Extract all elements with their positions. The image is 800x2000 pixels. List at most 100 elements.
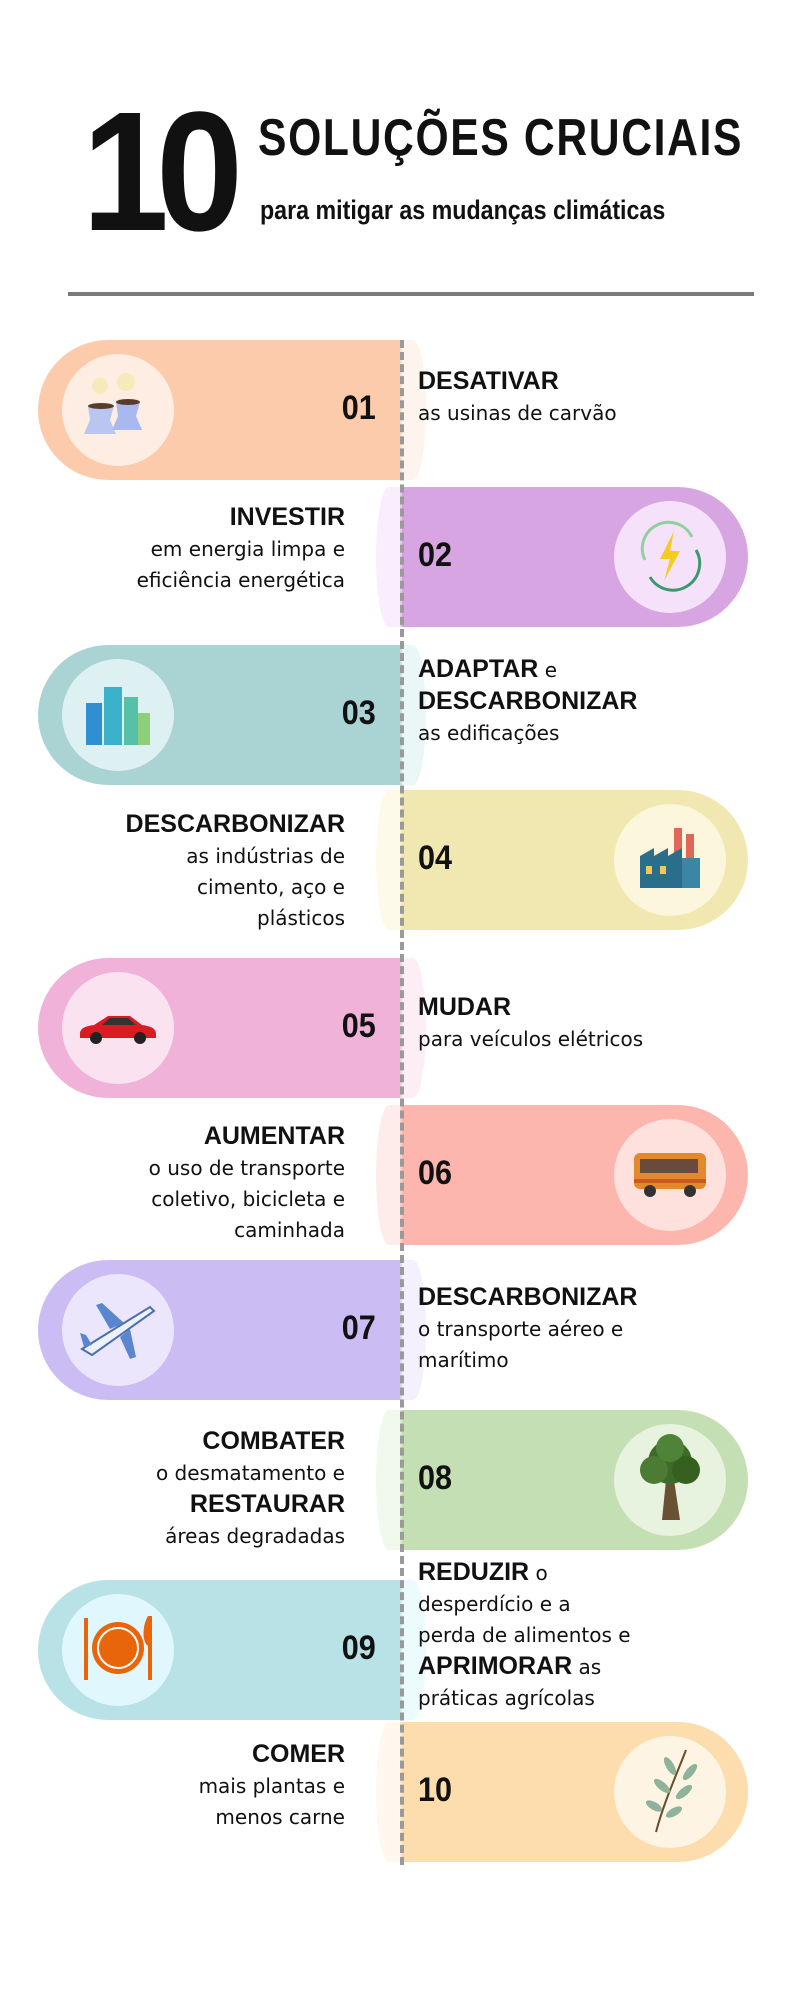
description-text: as indústrias de [186, 844, 345, 868]
text-line: RESTAURAR [156, 1489, 345, 1521]
text-line: DESCARBONIZAR [126, 809, 345, 841]
action-keyword: COMBATER [202, 1427, 345, 1455]
airplane-icon [76, 1293, 160, 1367]
solution-text-10: COMER mais plantas e menos carne [199, 1739, 345, 1833]
text-line: ADAPTAR e [418, 654, 637, 686]
description-text: mais plantas e [198, 1774, 345, 1798]
action-keyword: RESTAURAR [189, 1490, 345, 1518]
tree-icon [630, 1430, 710, 1530]
solution-card-03: 03 [38, 645, 426, 785]
action-keyword: DESCARBONIZAR [418, 687, 638, 715]
text-line: eficiência energética [137, 565, 345, 596]
description-text: e [538, 658, 558, 682]
cooling-towers-icon [78, 368, 158, 452]
solution-text-02: INVESTIR em energia limpa e eficiência ene… [137, 502, 345, 596]
action-keyword: REDUZIR [418, 1558, 530, 1586]
description-text: cimento, aço e [197, 875, 345, 899]
text-line: AUMENTAR [149, 1121, 345, 1153]
page-title: SOLUÇÕES CRUCIAIS [258, 109, 744, 167]
text-line: caminhada [149, 1215, 345, 1246]
text-line: as indústrias de [126, 841, 345, 872]
text-line: o uso de transporte [149, 1153, 345, 1184]
card-edge [376, 790, 402, 930]
card-edge [400, 340, 426, 480]
text-line: plásticos [126, 903, 345, 934]
text-line: as usinas de carvão [418, 398, 617, 429]
text-line: o transporte aéreo e [418, 1314, 637, 1345]
solution-card-09: 09 [38, 1580, 426, 1720]
solution-card-10: 10 [376, 1722, 748, 1862]
action-keyword: COMER [251, 1740, 345, 1768]
plate-cutlery-icon [78, 1608, 158, 1692]
text-line: COMER [199, 1739, 345, 1771]
solution-number: 07 [341, 1309, 376, 1347]
card-edge [376, 487, 402, 627]
solution-card-07: 07 [38, 1260, 426, 1400]
description-text: coletivo, bicicleta e [151, 1187, 345, 1211]
bus-icon [628, 1145, 712, 1205]
card-edge [376, 1722, 402, 1862]
solution-text-04: DESCARBONIZAR as indústrias de cimento, aç… [126, 809, 345, 934]
card-edge [376, 1410, 402, 1550]
solution-number: 03 [341, 694, 376, 732]
solution-card-06: 06 [376, 1105, 748, 1245]
solution-text-05: MUDAR para veículos elétricos [418, 992, 643, 1055]
solution-text-03: ADAPTAR e DESCARBONIZAR as edificações [418, 654, 637, 749]
description-text: desperdício e a [418, 1592, 571, 1616]
factory-icon [630, 818, 710, 902]
card-edge [400, 958, 426, 1098]
description-text: caminhada [234, 1218, 345, 1242]
card-edge [400, 1580, 426, 1720]
solution-number: 02 [418, 536, 453, 574]
text-line: mais plantas e [199, 1771, 345, 1802]
text-line: DESATIVAR [418, 366, 617, 398]
description-text: o desmatamento e [155, 1461, 345, 1485]
description-text: as usinas de carvão [418, 401, 617, 425]
electric-car-icon [76, 1006, 160, 1050]
solution-number: 08 [418, 1459, 453, 1497]
text-line: menos carne [199, 1802, 345, 1833]
icon-circle [614, 1736, 726, 1848]
icon-circle [62, 1594, 174, 1706]
card-edge [376, 1105, 402, 1245]
icon-circle [614, 1424, 726, 1536]
text-line: perda de alimentos e [418, 1620, 631, 1651]
action-keyword: APRIMORAR [418, 1652, 573, 1680]
solution-card-02: 02 [376, 487, 748, 627]
plant-sprig-icon [640, 1742, 700, 1842]
solution-number: 04 [418, 839, 453, 877]
card-edge [400, 645, 426, 785]
icon-circle [62, 972, 174, 1084]
page-subtitle: para mitigar as mudanças climáticas [260, 195, 666, 225]
icon-circle [62, 354, 174, 466]
card-edge [400, 1260, 426, 1400]
solution-text-08: COMBATER o desmatamento e RESTAURAR áreas d… [156, 1426, 345, 1552]
description-text: perda de alimentos e [418, 1623, 631, 1647]
description-text: em energia limpa e [150, 537, 345, 561]
solution-number: 05 [341, 1007, 376, 1045]
icon-circle [62, 1274, 174, 1386]
text-line: MUDAR [418, 992, 643, 1024]
icon-circle [614, 1119, 726, 1231]
description-text: o transporte aéreo e [418, 1317, 624, 1341]
text-line: REDUZIR o [418, 1557, 631, 1589]
text-line: APRIMORAR as [418, 1651, 631, 1683]
solution-text-01: DESATIVAR as usinas de carvão [418, 366, 617, 429]
text-line: áreas degradadas [156, 1521, 345, 1552]
action-keyword: DESCARBONIZAR [125, 810, 345, 838]
text-line: em energia limpa e [137, 534, 345, 565]
action-keyword: ADAPTAR [418, 655, 539, 683]
icon-circle [614, 501, 726, 613]
action-keyword: DESCARBONIZAR [418, 1283, 638, 1311]
divider [68, 292, 754, 296]
description-text: eficiência energética [136, 568, 345, 592]
renewable-energy-icon [630, 515, 710, 599]
description-text: as edificações [418, 721, 560, 745]
icon-circle [614, 804, 726, 916]
description-text: as [572, 1655, 602, 1679]
description-text: o [529, 1561, 548, 1585]
text-line: as edificações [418, 718, 637, 749]
solution-number: 01 [341, 389, 376, 427]
icon-circle [62, 659, 174, 771]
action-keyword: DESATIVAR [418, 367, 559, 395]
